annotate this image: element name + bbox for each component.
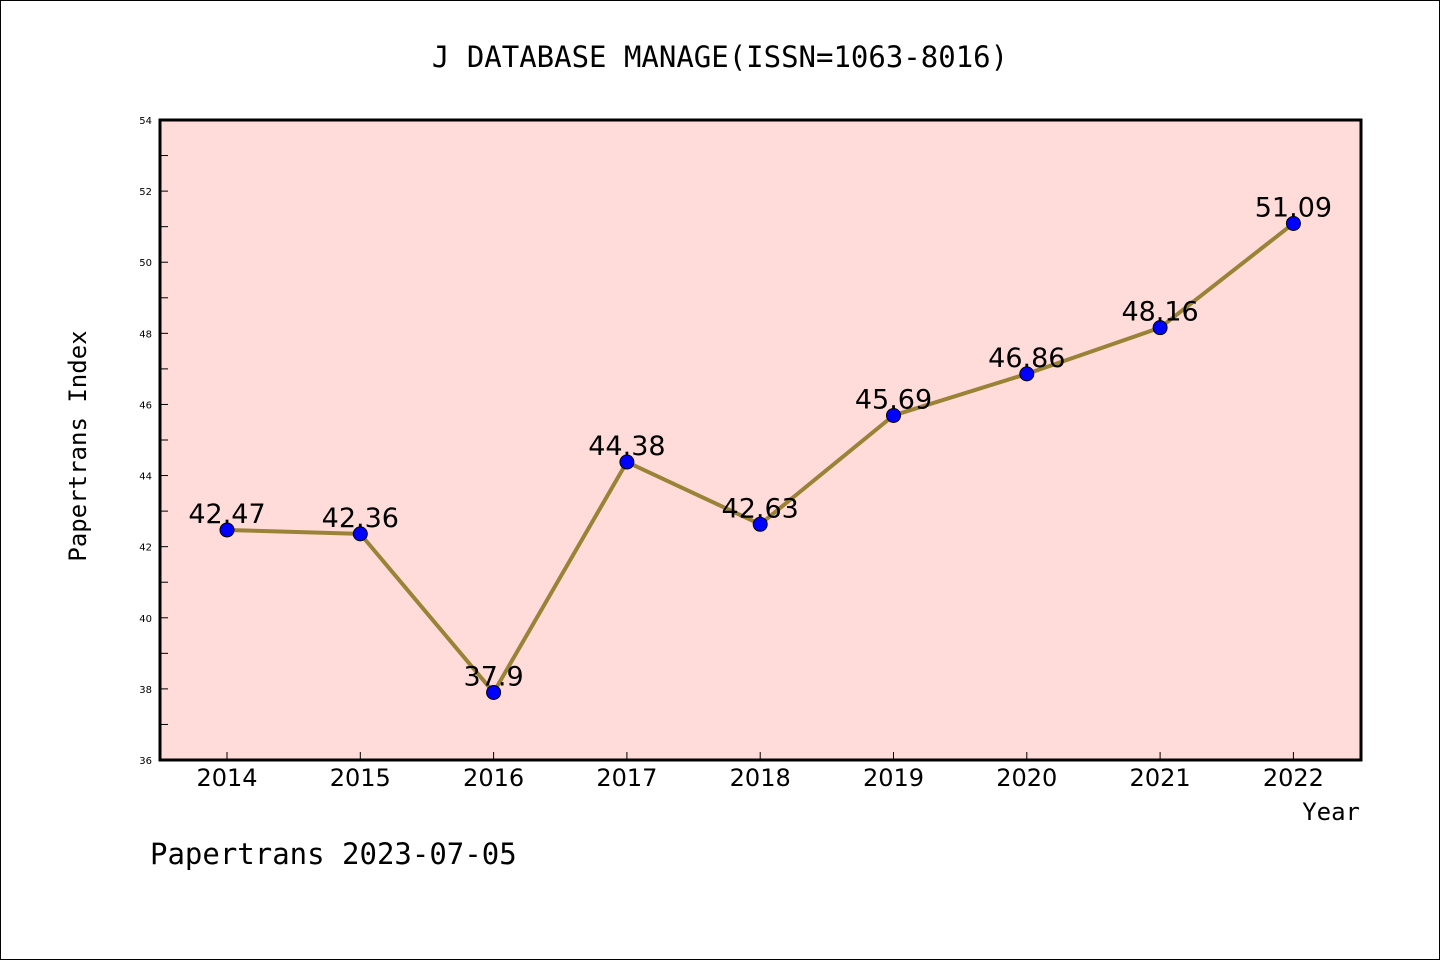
data-point: [1019, 366, 1035, 382]
x-tick-label: 2014: [196, 764, 257, 792]
x-tick-label: 2015: [330, 764, 391, 792]
y-axis-label: Papertrans Index: [64, 330, 92, 561]
y-tick-label: 50: [139, 258, 152, 269]
y-axis: 36 38 40 42 44 46 48 50 52 54: [139, 116, 168, 767]
y-tick-label: 36: [139, 756, 152, 767]
x-tick-label: 2020: [996, 764, 1057, 792]
footer-label: Papertrans 2023-07-05: [150, 837, 517, 871]
y-tick-label: 54: [139, 116, 152, 127]
y-tick-label: 46: [139, 400, 152, 411]
x-axis-label: Year: [1302, 798, 1360, 826]
x-tick-label: 2018: [730, 764, 791, 792]
x-tick-label: 2019: [863, 764, 924, 792]
data-point: [219, 522, 235, 538]
plot-area: [158, 118, 1363, 762]
data-point: [352, 526, 368, 542]
data-point: [619, 454, 635, 470]
x-tick-label: 2016: [463, 764, 524, 792]
x-tick-label: 2022: [1263, 764, 1324, 792]
chart-title: J DATABASE MANAGE(ISSN=1063-8016): [432, 40, 1008, 74]
data-point: [1152, 320, 1168, 336]
y-tick-label: 38: [139, 685, 152, 696]
x-axis: 2014 2015 2016 2017 2018 2019 2020 2021 2022: [196, 752, 1324, 792]
x-tick-label: 2017: [596, 764, 657, 792]
y-tick-label: 44: [139, 472, 152, 483]
y-tick-label: 48: [139, 329, 152, 340]
data-point: [886, 407, 901, 423]
y-tick-label: 42: [139, 543, 152, 554]
series-layer: 42.47 42.3637.944.3842.6345.6946.8648.165…: [188, 192, 1332, 700]
data-point: [752, 516, 768, 532]
x-tick-label: 2021: [1130, 764, 1191, 792]
data-point: [486, 684, 502, 700]
y-tick-label: 40: [139, 614, 152, 625]
y-tick-label: 52: [139, 187, 152, 198]
data-point: [1285, 215, 1301, 231]
